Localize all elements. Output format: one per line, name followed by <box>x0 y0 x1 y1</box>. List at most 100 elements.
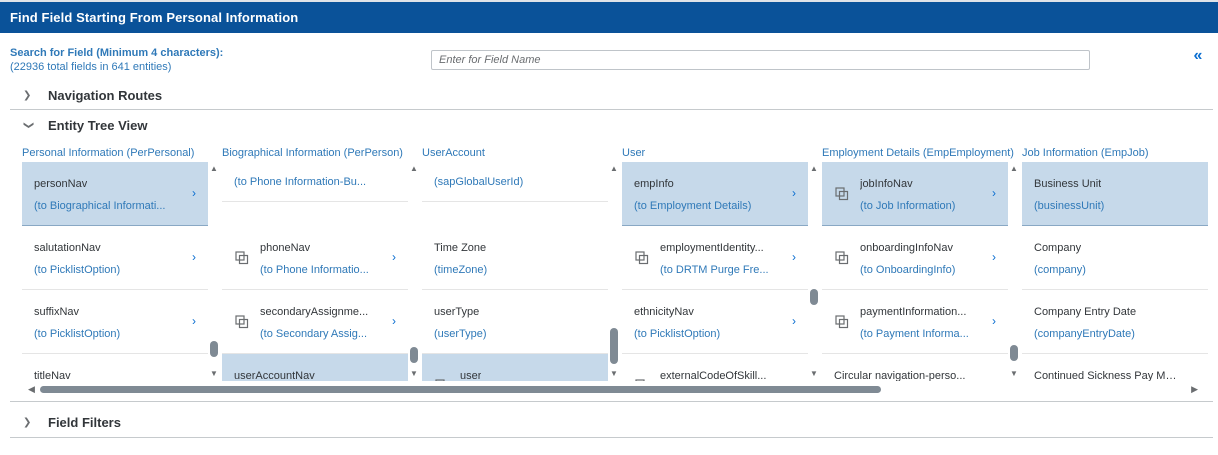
copy-icon <box>835 251 849 265</box>
column-header[interactable]: User <box>622 147 646 159</box>
chevron-right-icon[interactable]: › <box>392 250 396 264</box>
copy-icon <box>235 315 249 329</box>
scroll-thumb[interactable] <box>810 289 818 305</box>
item-name: Continued Sickness Pay Meas... <box>1034 370 1179 381</box>
list-item[interactable]: empInfo (to Employment Details) › <box>622 162 808 226</box>
scroll-left-icon[interactable]: ◀ <box>28 384 35 394</box>
column-scrollbar[interactable]: ▲ ▼ <box>409 162 419 381</box>
chevron-right-icon[interactable]: › <box>992 314 996 328</box>
item-target: (to Phone Informatio... <box>260 264 369 276</box>
item-target: (to PicklistOption) <box>34 328 121 340</box>
scroll-right-icon[interactable]: ▶ <box>1191 384 1198 394</box>
column-header[interactable]: Job Information (EmpJob) <box>1022 147 1149 159</box>
chevron-right-icon[interactable]: › <box>392 314 396 328</box>
scroll-down-icon[interactable]: ▼ <box>410 369 418 378</box>
scroll-thumb[interactable] <box>410 347 418 363</box>
chevron-down-icon[interactable]: ❯ <box>23 121 34 130</box>
list-item[interactable]: onboardingInfoNav (to OnboardingInfo) › <box>822 226 1008 290</box>
horizontal-scroll-thumb[interactable] <box>40 386 881 393</box>
list-item[interactable]: user(to User)› <box>422 354 608 381</box>
scroll-thumb[interactable] <box>1010 345 1018 361</box>
chevron-right-icon[interactable]: › <box>792 314 796 328</box>
list-item[interactable]: suffixNav (to PicklistOption) › <box>22 290 208 354</box>
item-name: Company Entry Date <box>1034 306 1137 318</box>
list-item[interactable]: (sapGlobalUserId) <box>422 162 608 202</box>
column-scrollbar[interactable]: ▲ ▼ <box>209 162 219 381</box>
list-item[interactable]: jobInfoNav (to Job Information) › <box>822 162 1008 226</box>
list-item[interactable]: salutationNav (to PicklistOption) › <box>22 226 208 290</box>
list-item[interactable]: externalCodeOfSkill... <box>622 354 808 381</box>
entity-tree-view-title[interactable]: Entity Tree View <box>48 118 148 133</box>
chevron-right-icon[interactable]: › <box>192 250 196 264</box>
column-header[interactable]: Biographical Information (PerPerson) <box>222 147 403 159</box>
column-header[interactable]: UserAccount <box>422 147 485 159</box>
chevron-right-icon[interactable]: › <box>592 378 596 381</box>
column-list: Business Unit (businessUnit) Company (compa… <box>1022 162 1208 381</box>
list-item[interactable]: ethnicityNav (to PicklistOption) › <box>622 290 808 354</box>
item-name: jobInfoNav <box>860 178 913 190</box>
chevron-right-icon[interactable]: › <box>392 378 396 381</box>
field-search-input[interactable] <box>431 50 1090 70</box>
column-header[interactable]: Employment Details (EmpEmployment) <box>822 147 1014 159</box>
list-item[interactable]: Circular navigation-perso... <box>822 354 1008 381</box>
scroll-down-icon[interactable]: ▼ <box>610 369 618 378</box>
list-item[interactable]: Company Entry Date (companyEntryDate) <box>1022 290 1208 354</box>
field-filters-section[interactable]: ❯ Field Filters <box>10 413 1213 438</box>
scroll-up-icon[interactable]: ▲ <box>210 164 218 173</box>
item-target: (to PicklistOption) <box>34 264 121 276</box>
scroll-up-icon[interactable]: ▲ <box>1010 164 1018 173</box>
item-name: salutationNav <box>34 242 101 254</box>
field-filters-title[interactable]: Field Filters <box>48 415 121 430</box>
chevron-right-icon[interactable]: › <box>792 250 796 264</box>
item-target: (to Phone Information-Bu... <box>234 176 367 188</box>
chevron-right-icon[interactable]: › <box>192 186 196 200</box>
scroll-up-icon[interactable]: ▲ <box>410 164 418 173</box>
column-scrollbar[interactable]: ▲ ▼ <box>1009 162 1019 381</box>
scroll-down-icon[interactable]: ▼ <box>210 369 218 378</box>
item-name: Circular navigation-perso... <box>834 370 966 381</box>
column-list: empInfo (to Employment Details) › employmen… <box>622 162 808 381</box>
column-scrollbar[interactable]: ▲ ▼ <box>809 162 819 381</box>
scroll-thumb[interactable] <box>610 328 618 364</box>
list-item[interactable]: employmentIdentity... (to DRTM Purge Fre.… <box>622 226 808 290</box>
list-item[interactable]: (to Phone Information-Bu... <box>222 162 408 202</box>
list-item[interactable]: Continued Sickness Pay Meas... <box>1022 354 1208 381</box>
scroll-thumb[interactable] <box>210 341 218 357</box>
list-item[interactable]: paymentInformation... (to Payment Informa… <box>822 290 1008 354</box>
scroll-down-icon[interactable]: ▼ <box>810 369 818 378</box>
scroll-up-icon[interactable]: ▲ <box>610 164 618 173</box>
chevron-right-icon[interactable]: › <box>992 186 996 200</box>
entity-tree-container <box>10 140 1213 402</box>
list-item[interactable]: phoneNav (to Phone Informatio... › <box>222 226 408 290</box>
list-item[interactable]: userType (userType) <box>422 290 608 354</box>
item-target: (to PicklistOption) <box>634 328 721 340</box>
chevron-right-icon[interactable]: › <box>792 186 796 200</box>
item-name: Company <box>1034 242 1082 254</box>
chevron-right-icon[interactable]: › <box>192 314 196 328</box>
chevron-right-icon[interactable]: ❯ <box>23 90 32 101</box>
item-target: (sapGlobalUserId) <box>434 176 524 188</box>
list-item[interactable]: secondaryAssignme... (to Secondary Assig.… <box>222 290 408 354</box>
horizontal-scrollbar[interactable]: ◀ ▶ <box>28 384 1198 394</box>
column-header[interactable]: Personal Information (PerPersonal) <box>22 147 195 159</box>
item-target: (timeZone) <box>434 264 488 276</box>
item-name: titleNav <box>34 370 71 381</box>
list-item[interactable]: Time Zone (timeZone) <box>422 226 608 290</box>
list-item[interactable]: Company (company) <box>1022 226 1208 290</box>
double-chevron-left-icon[interactable]: « <box>1193 47 1203 64</box>
scroll-down-icon[interactable]: ▼ <box>1010 369 1018 378</box>
entity-tree-view-section[interactable]: ❯ Entity Tree View <box>10 116 1213 140</box>
column-list: (sapGlobalUserId) Time Zone (timeZone) user… <box>422 162 608 381</box>
page-title: Find Field Starting From Personal Inform… <box>10 10 299 25</box>
chevron-right-icon[interactable]: › <box>992 250 996 264</box>
navigation-routes-title[interactable]: Navigation Routes <box>48 88 163 103</box>
copy-icon <box>635 379 649 381</box>
list-item[interactable]: titleNav <box>22 354 208 381</box>
scroll-up-icon[interactable]: ▲ <box>810 164 818 173</box>
list-item[interactable]: Business Unit (businessUnit) <box>1022 162 1208 226</box>
list-item[interactable]: personNav (to Biographical Informati... › <box>22 162 208 226</box>
chevron-right-icon[interactable]: ❯ <box>23 417 32 428</box>
column-scrollbar[interactable]: ▲ ▼ <box>609 162 619 381</box>
list-item[interactable]: userAccountNav(to UserAccount)› <box>222 354 408 381</box>
navigation-routes-section[interactable]: ❯ Navigation Routes <box>10 86 1213 110</box>
